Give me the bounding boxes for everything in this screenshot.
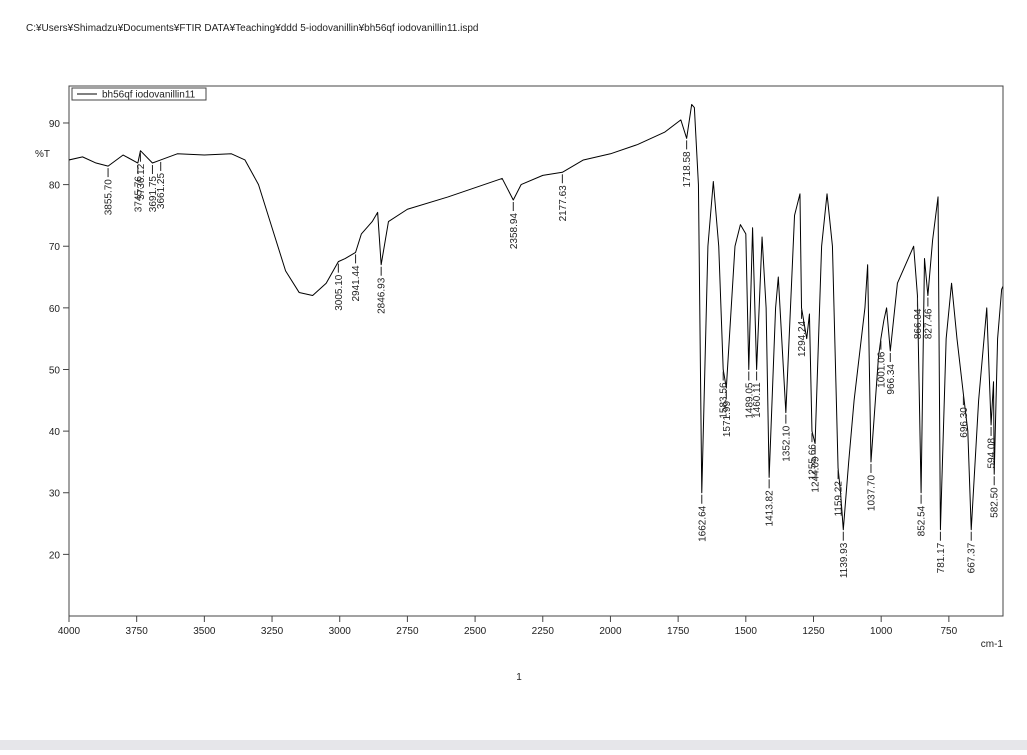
peak-label: 1489.05: [744, 382, 755, 419]
peak-label: 2358.94: [509, 213, 520, 250]
peak-label: 1571.99: [722, 401, 733, 438]
y-tick-label: 50: [49, 365, 61, 376]
spectrum-line: [69, 103, 1003, 531]
peak-label: 1718.58: [682, 151, 693, 188]
peak-label: 3736.12: [136, 163, 147, 200]
peak-label: 2941.44: [351, 265, 362, 302]
peak-label: 1037.70: [866, 475, 877, 512]
peak-label: 3661.25: [156, 173, 167, 210]
peak-label: 2177.63: [558, 185, 569, 222]
x-tick-label: 2750: [396, 626, 419, 637]
status-bar: [0, 740, 1027, 750]
legend-box: [71, 87, 207, 101]
x-tick-label: 2000: [599, 626, 622, 637]
x-tick-label: 2500: [464, 626, 487, 637]
peak-label: 866.04: [913, 308, 924, 339]
peak-label: 696.30: [959, 407, 970, 438]
peak-label: 1460.11: [752, 382, 763, 418]
y-tick-label: 70: [49, 242, 61, 253]
y-tick-label: 20: [49, 550, 61, 561]
peak-label: 594.08: [987, 438, 998, 469]
peak-label: 1583.56: [719, 382, 730, 419]
peak-label: 3745.76: [133, 176, 144, 213]
x-tick-label: 2250: [532, 626, 555, 637]
x-tick-label: 3000: [329, 626, 352, 637]
legend-label: bh56qf iodovanillin11: [102, 90, 196, 101]
peak-label: 852.54: [917, 505, 928, 536]
y-tick-label: 30: [49, 489, 61, 500]
x-tick-label: 1500: [735, 626, 758, 637]
x-tick-label: 4000: [58, 626, 81, 637]
y-tick-label: 60: [49, 304, 61, 315]
peak-label: 1159.22: [834, 481, 845, 517]
x-tick-label: 1000: [870, 626, 893, 637]
x-tick-label: 3250: [261, 626, 284, 637]
peak-label: 3691.75: [148, 176, 159, 213]
y-tick-label: 80: [49, 181, 61, 192]
peak-label: 781.17: [936, 542, 947, 573]
peak-label: 2846.93: [377, 277, 388, 314]
peak-label: 1139.93: [839, 542, 850, 578]
x-tick-label: 3500: [193, 626, 216, 637]
y-tick-label: 40: [49, 427, 61, 438]
plot-area: [69, 103, 1003, 531]
x-tick-label: 1250: [802, 626, 825, 637]
legend: bh56qf iodovanillin11: [71, 87, 207, 101]
plot-frame: [68, 85, 1004, 617]
file-path: C:¥Users¥Shimadzu¥Documents¥FTIR DATA¥Te…: [26, 23, 478, 34]
peak-label: 1001.06: [876, 351, 887, 388]
peak-label: 1255.66: [807, 444, 818, 481]
peak-label: 667.37: [967, 542, 978, 573]
x-tick-label: 3750: [126, 626, 149, 637]
peak-label: 3855.70: [104, 179, 115, 216]
page-number: 1: [516, 672, 522, 683]
peak-label: 966.34: [886, 364, 897, 395]
peak-label: 1294.24: [797, 320, 808, 357]
peak-label: 1244.09: [811, 456, 822, 493]
x-tick-label: 1750: [667, 626, 690, 637]
y-tick-label: 90: [49, 119, 61, 130]
peak-label: 1662.64: [697, 505, 708, 542]
x-axis-label: cm-1: [981, 639, 1004, 650]
peak-label: 1413.82: [765, 490, 776, 527]
peak-label: 827.46: [923, 308, 934, 339]
x-tick-label: 750: [941, 626, 958, 637]
peak-label: 582.50: [990, 487, 1001, 518]
y-axis-label: %T: [35, 149, 50, 160]
peak-label: 3005.10: [334, 274, 345, 311]
peak-label: 1352.10: [781, 425, 792, 462]
